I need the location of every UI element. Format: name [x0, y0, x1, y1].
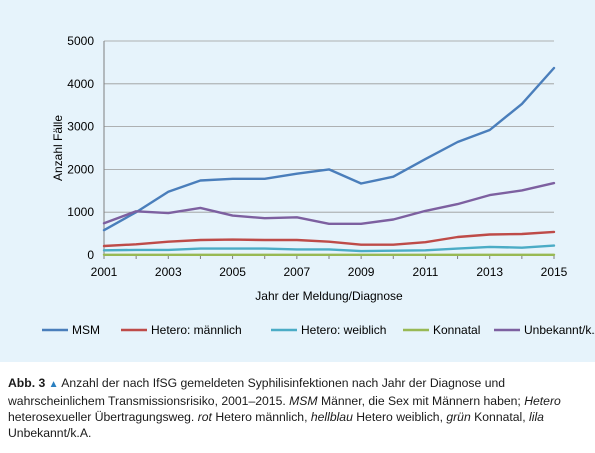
x-axis-title: Jahr der Meldung/Diagnose: [255, 289, 403, 303]
caption-label: Abb. 3: [8, 376, 46, 390]
x-tick-label: 2011: [413, 265, 439, 279]
line-chart: 0 1000 2000 3000 4000 5000 2001 2003 2005 2007 200…: [42, 34, 595, 337]
y-tick-label: 1000: [67, 205, 94, 219]
caption-text-6: Konnatal,: [470, 410, 530, 424]
y-tick-label: 2000: [67, 162, 94, 176]
y-tick-label: 4000: [67, 77, 94, 91]
figure-caption: Abb. 3 ▲ Anzahl der nach IfSG gemeldeten…: [8, 375, 588, 441]
caption-text-2: Männer, die Sex mit Männern haben;: [317, 394, 525, 408]
y-tick-label: 5000: [67, 34, 94, 48]
chart-panel: 0 1000 2000 3000 4000 5000 2001 2003 2005 2007 200…: [0, 0, 595, 362]
gridlines: [104, 40, 554, 213]
legend-label: Konnatal: [433, 323, 480, 337]
caption-italic-hellblau: hellblau: [310, 410, 353, 424]
y-tick-label: 3000: [67, 120, 94, 134]
legend: MSM Hetero: männlich Hetero: weiblich Konna…: [42, 323, 595, 337]
x-tick-label: 2013: [476, 265, 503, 279]
caption-italic-msm: MSM: [289, 394, 318, 408]
series-lines: [102, 66, 556, 257]
series-line-hetero-weiblich: [102, 244, 556, 253]
legend-label: MSM: [72, 323, 100, 337]
caption-text-5: Hetero weiblich,: [352, 410, 447, 424]
caption-text-3: heterosexueller Übertragungsweg.: [8, 410, 198, 424]
x-tick-label: 2007: [284, 265, 311, 279]
x-tick-label: 2015: [541, 265, 568, 279]
x-tick-label: 2001: [91, 265, 118, 279]
series-line-hetero-m-nnlich: [102, 230, 556, 248]
caption-text-1: Anzahl der nach IfSG gemeldeten Syphilis…: [8, 376, 506, 408]
caption-italic-rot: rot: [197, 410, 212, 424]
series-line-msm: [102, 66, 556, 232]
x-tick-label: 2009: [348, 265, 375, 279]
legend-label: Hetero: weiblich: [301, 323, 386, 337]
triangle-marker-icon: ▲: [48, 379, 59, 390]
caption-italic-lila: lila: [529, 410, 544, 424]
caption-text-4: Hetero männlich,: [211, 410, 311, 424]
caption-text-7: Unbekannt/k.A.: [8, 426, 92, 440]
x-tick-label: 2003: [155, 265, 182, 279]
legend-label: Hetero: männlich: [151, 323, 242, 337]
x-tick-label: 2005: [219, 265, 246, 279]
y-axis-title: Anzahl Fälle: [51, 115, 65, 181]
series-line-unbekannt-k-a: [102, 181, 556, 226]
y-tick-label: 0: [87, 248, 94, 262]
legend-label: Unbekannt/k.A.: [524, 323, 595, 337]
caption-italic-gruen: grün: [446, 410, 471, 424]
axes: 0 1000 2000 3000 4000 5000 2001 2003 2005 2007 200…: [51, 34, 568, 303]
caption-italic-hetero: Hetero: [524, 394, 561, 408]
